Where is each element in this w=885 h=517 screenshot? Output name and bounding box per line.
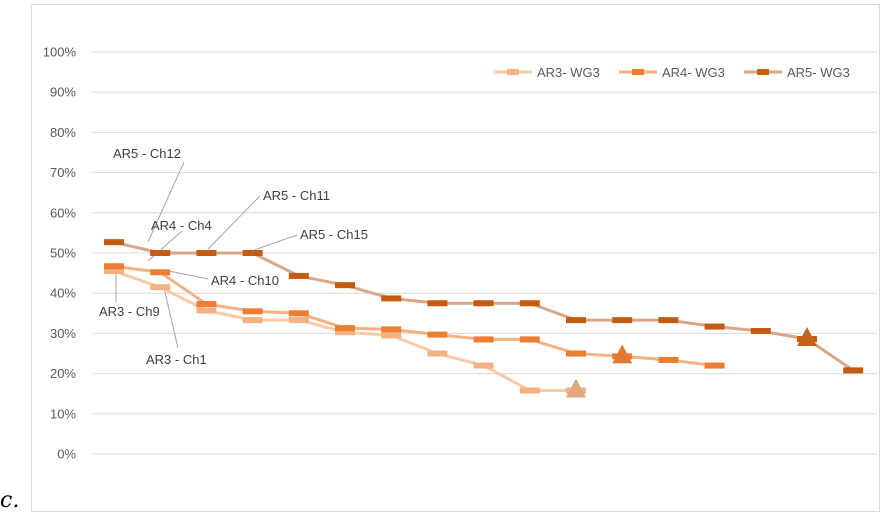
data-point: [104, 268, 124, 275]
legend-marker: [507, 69, 519, 75]
y-tick-label: 80%: [50, 125, 76, 140]
y-tick-label: 50%: [50, 246, 76, 261]
annotation-label: AR3 - Ch1: [146, 352, 207, 367]
end-triangle-marker: [797, 327, 817, 347]
data-point: [427, 331, 448, 338]
data-point: [381, 295, 402, 302]
series-markers: [104, 239, 864, 398]
data-point: [335, 282, 355, 289]
chart-frame: 0% 10% 20% 30% 40% 50% 60% 70% 80% 90% 100% AR5 - …: [31, 4, 880, 512]
legend-marker: [632, 69, 644, 75]
annotation-leader: [163, 269, 209, 280]
data-point: [196, 301, 217, 308]
data-point: [473, 362, 494, 369]
data-point: [566, 317, 586, 324]
data-point: [335, 329, 355, 336]
annotation-label: AR5 - Ch15: [300, 227, 368, 242]
data-point: [150, 284, 171, 291]
y-tick-label: 30%: [50, 326, 76, 341]
y-tick-label: 40%: [50, 286, 76, 301]
data-point: [150, 250, 171, 256]
annotation-leader: [147, 161, 185, 243]
data-point: [104, 239, 124, 246]
data-point: [150, 269, 171, 276]
y-tick-label: 10%: [50, 406, 76, 421]
data-point: [658, 356, 679, 363]
y-tick-label: 100%: [43, 45, 77, 60]
annotation-label: AR4 - Ch4: [151, 218, 212, 233]
data-point: [104, 263, 124, 270]
legend-entry: AR5- WG3: [787, 65, 850, 80]
panel-letter: c.: [0, 488, 20, 513]
y-tick-label: 60%: [50, 205, 76, 220]
legend-entry: AR4- WG3: [662, 65, 725, 80]
data-point: [242, 308, 263, 315]
data-point: [196, 250, 217, 256]
annotation-leader: [147, 230, 183, 262]
annotation-leader: [253, 234, 298, 251]
data-point: [658, 317, 679, 324]
data-point: [335, 325, 355, 332]
data-point: [381, 332, 402, 339]
legend-entry: AR3- WG3: [537, 65, 600, 80]
annotation-labels: AR5 - Ch12 AR4 - Ch4 AR5 - Ch11 AR5 - Ch15 A…: [99, 146, 368, 367]
annotation-label: AR5 - Ch11: [263, 188, 330, 203]
annotation-label: AR4 - Ch10: [211, 273, 279, 288]
y-tick-label: 90%: [50, 85, 76, 100]
data-point: [473, 300, 494, 307]
data-point: [242, 250, 263, 256]
data-point: [750, 327, 771, 334]
data-point: [288, 310, 309, 317]
data-point: [288, 317, 309, 324]
data-point: [704, 323, 725, 330]
data-point: [519, 300, 540, 307]
annotation-leader: [163, 287, 179, 349]
data-point: [427, 350, 448, 357]
data-point: [519, 387, 540, 394]
data-point: [519, 336, 540, 343]
data-point: [566, 350, 586, 357]
data-point: [427, 300, 448, 307]
data-point: [381, 326, 402, 333]
legend: AR3- WG3 AR4- WG3 AR5- WG3: [494, 65, 850, 80]
data-point: [196, 307, 217, 314]
data-point: [473, 336, 494, 343]
y-tick-label: 70%: [50, 165, 76, 180]
data-point: [704, 362, 725, 369]
data-point: [242, 317, 263, 324]
data-point: [612, 317, 633, 324]
annotation-label: AR5 - Ch12: [113, 146, 181, 161]
line-chart: 0% 10% 20% 30% 40% 50% 60% 70% 80% 90% 100% AR5 - …: [43, 45, 877, 462]
y-tick-label: 0%: [57, 447, 76, 462]
data-point: [843, 367, 864, 374]
y-axis-tick-labels: 0% 10% 20% 30% 40% 50% 60% 70% 80% 90% 100%: [43, 45, 77, 462]
data-point: [288, 272, 309, 279]
annotation-label: AR3 - Ch9: [99, 304, 160, 319]
annotation-leader: [207, 195, 261, 250]
end-triangle-marker: [566, 378, 586, 398]
y-tick-label: 20%: [50, 366, 76, 381]
end-triangle-marker: [612, 344, 633, 364]
legend-marker: [757, 69, 769, 75]
